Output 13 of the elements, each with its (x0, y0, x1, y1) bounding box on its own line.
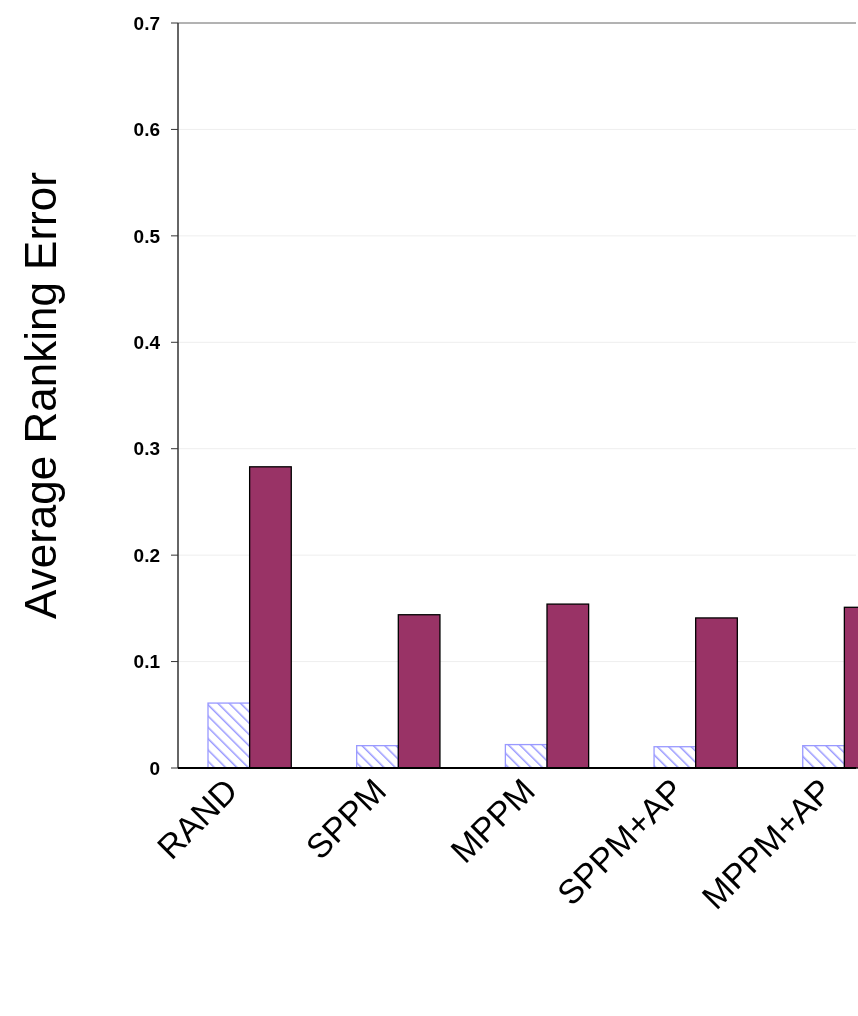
y-tick-label: 0.6 (133, 119, 160, 141)
bar (653, 746, 697, 769)
y-tick-label: 0.5 (133, 225, 161, 247)
bar (207, 702, 251, 769)
y-tick-label: 0.2 (133, 544, 160, 566)
y-axis-title: Average Ranking Error (16, 172, 65, 619)
y-tick-label: 0 (149, 757, 160, 779)
bar (356, 745, 399, 769)
y-tick-label: 0.4 (133, 331, 161, 353)
y-tick-label: 0.1 (133, 651, 161, 673)
bar (802, 745, 846, 769)
y-tick-label: 0.7 (133, 12, 160, 34)
y-tick-label: 0.3 (133, 438, 160, 460)
